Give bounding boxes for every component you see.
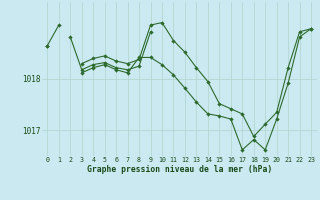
X-axis label: Graphe pression niveau de la mer (hPa): Graphe pression niveau de la mer (hPa) bbox=[87, 165, 272, 174]
